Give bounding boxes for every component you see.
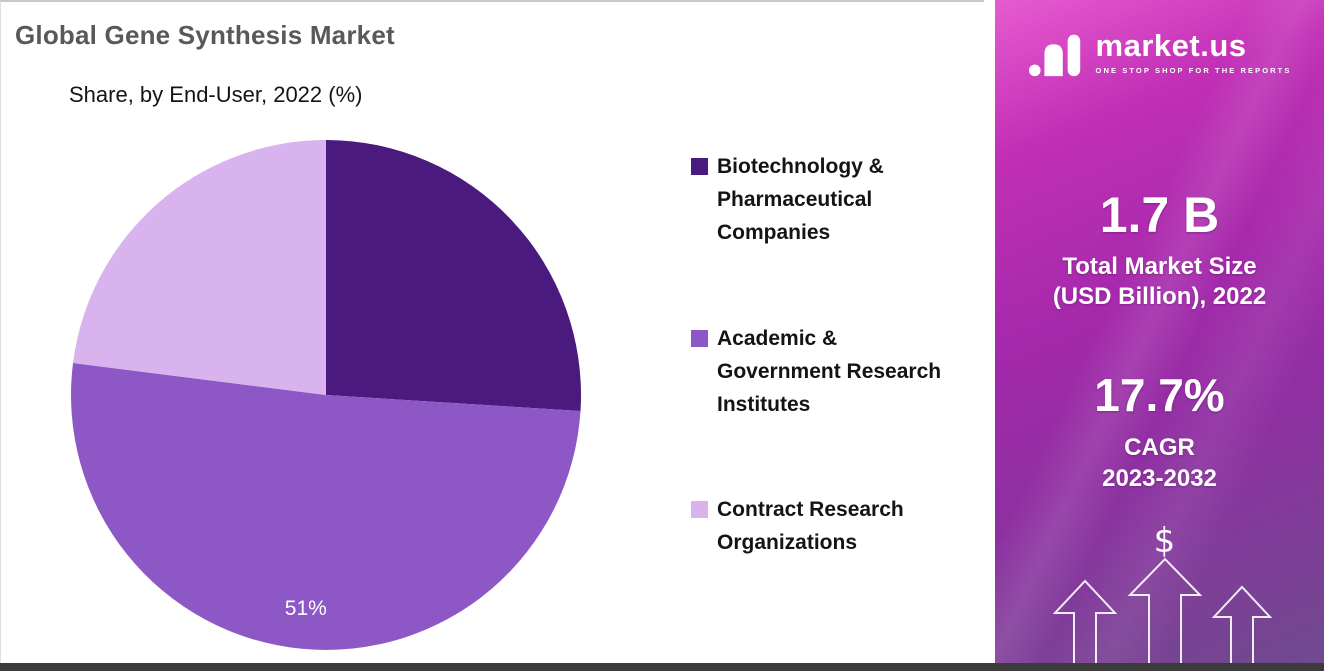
legend-item: Academic & Government Research Institute… bbox=[691, 322, 981, 422]
chart-subtitle: Share, by End-User, 2022 (%) bbox=[69, 82, 363, 107]
pie-chart-svg: 51% bbox=[71, 140, 582, 650]
pie-slice bbox=[71, 363, 581, 650]
legend-label: Academic & Government Research Institute… bbox=[717, 326, 942, 416]
pie-slice bbox=[73, 140, 326, 395]
chart-title: Global Gene Synthesis Market bbox=[15, 20, 395, 50]
logo-name: market.us bbox=[1095, 27, 1247, 63]
logo-tagline: ONE STOP SHOP FOR THE REPORTS bbox=[1095, 65, 1292, 75]
chart-legend: Biotechnology & Pharmaceutical Companies… bbox=[691, 150, 981, 631]
legend-swatch-biotech bbox=[691, 158, 708, 175]
pie-slice bbox=[326, 140, 582, 412]
legend-item: Biotechnology & Pharmaceutical Companies bbox=[691, 150, 981, 250]
cagr-value: 17.7% bbox=[1094, 369, 1225, 421]
promo-panel: market.us ONE STOP SHOP FOR THE REPORTS … bbox=[995, 0, 1324, 663]
legend-label: Contract Research Organizations bbox=[717, 498, 904, 555]
logo-row: market.us ONE STOP SHOP FOR THE REPORTS bbox=[995, 26, 1324, 78]
market-size-value: 1.7 B bbox=[1099, 187, 1220, 243]
chart-area: Global Gene Synthesis Market Share, by E… bbox=[0, 0, 984, 663]
up-arrows-icon bbox=[1052, 557, 1272, 663]
pie-chart: 51% bbox=[61, 130, 591, 660]
pie-data-label: 51% bbox=[285, 597, 327, 620]
cagr-label: CAGR 2023-2032 bbox=[1102, 434, 1217, 493]
dollar-icon: $ bbox=[1153, 521, 1176, 561]
legend-swatch-cro bbox=[691, 501, 708, 519]
legend-label: Biotechnology & Pharmaceutical Companies bbox=[717, 155, 884, 245]
marketus-logo-icon bbox=[1028, 34, 1080, 77]
market-size-label: Total Market Size (USD Billion), 2022 bbox=[1052, 253, 1267, 310]
legend-swatch-academic bbox=[691, 329, 708, 347]
bottom-strip bbox=[0, 663, 1324, 671]
logo-text-block: market.us ONE STOP SHOP FOR THE REPORTS bbox=[1096, 30, 1292, 75]
legend-item: Contract Research Organizations bbox=[691, 493, 981, 559]
